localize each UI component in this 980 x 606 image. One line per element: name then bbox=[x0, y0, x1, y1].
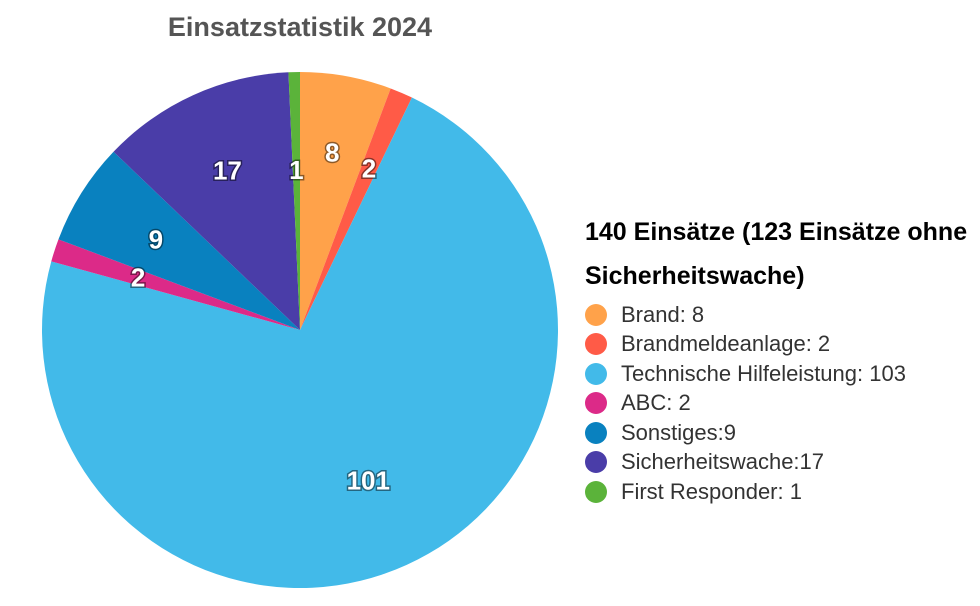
legend-item: Sicherheitswache:17 bbox=[585, 448, 975, 478]
legend-label: Technische Hilfeleistung: 103 bbox=[621, 360, 906, 386]
slice-value-label: 101 bbox=[347, 465, 390, 495]
legend-swatch bbox=[585, 480, 607, 503]
legend-item: ABC: 2 bbox=[585, 389, 975, 419]
pie-slices bbox=[41, 72, 558, 588]
legend-label: Sonstiges:9 bbox=[621, 419, 736, 445]
legend-swatch bbox=[585, 451, 607, 474]
legend-item: First Responder: 1 bbox=[585, 477, 975, 507]
slice-value-label: 9 bbox=[149, 224, 163, 254]
legend-swatch bbox=[585, 421, 607, 444]
chart-title: Einsatzstatistik 2024 bbox=[167, 12, 433, 42]
legend-items: Brand: 8 Brandmeldeanlage: 2 Technische Hi… bbox=[585, 300, 975, 507]
slice-value-label: 1 bbox=[289, 155, 303, 185]
legend: 140 Einsätze (123 Einsätze ohne Sicherhe… bbox=[585, 210, 975, 507]
slice-value-label: 2 bbox=[362, 154, 376, 184]
pie-slice bbox=[300, 72, 391, 330]
legend-label: Brandmeldeanlage: 2 bbox=[621, 331, 831, 357]
legend-item: Brand: 8 bbox=[585, 300, 975, 330]
legend-item: Sonstiges:9 bbox=[585, 418, 975, 448]
slice-value-label: 8 bbox=[325, 137, 339, 167]
legend-item: Technische Hilfeleistung: 103 bbox=[585, 359, 975, 389]
pie-slice bbox=[288, 72, 300, 330]
pie-slice bbox=[113, 72, 301, 330]
pie-slice bbox=[58, 151, 301, 330]
pie-slice bbox=[51, 239, 301, 330]
legend-item: Brandmeldeanlage: 2 bbox=[585, 330, 975, 360]
legend-swatch bbox=[585, 333, 607, 356]
legend-label: Sicherheitswache:17 bbox=[621, 449, 825, 475]
legend-title: 140 Einsätze (123 Einsätze ohne Sicherhe… bbox=[585, 218, 968, 290]
legend-swatch bbox=[585, 303, 607, 326]
pie-slice bbox=[300, 88, 412, 330]
legend-label: Brand: 8 bbox=[621, 301, 705, 327]
slice-value-label: 17 bbox=[213, 155, 242, 185]
legend-swatch bbox=[585, 362, 607, 385]
pie-slice bbox=[41, 97, 558, 588]
slice-value-label: 2 bbox=[131, 262, 145, 292]
legend-swatch bbox=[585, 392, 607, 415]
legend-label: ABC: 2 bbox=[621, 390, 691, 416]
legend-label: First Responder: 1 bbox=[621, 478, 802, 504]
